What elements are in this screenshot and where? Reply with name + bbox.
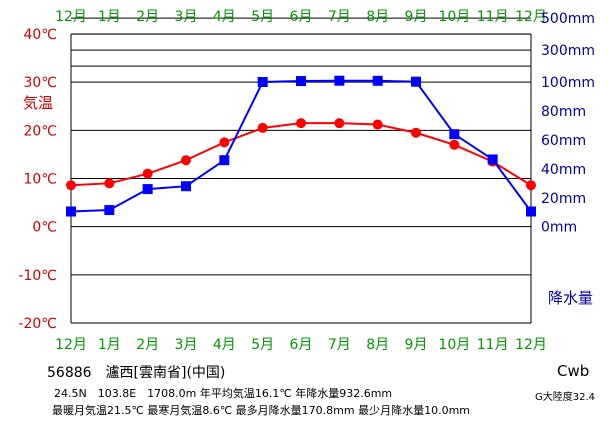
temperature-point <box>526 180 536 191</box>
continentality-index: G大陸度32.4 <box>535 392 596 403</box>
station-title: 56886 瀘西[雲南省](中国) <box>47 365 226 381</box>
month-label-bottom: 7月 <box>328 337 351 353</box>
month-label-bottom: 4月 <box>213 337 236 353</box>
precip-tick-label: 80mm <box>541 104 586 120</box>
temperature-point <box>296 118 306 129</box>
month-label-top: 7月 <box>328 9 351 25</box>
temperature-point <box>257 122 268 133</box>
temp-tick-label: 10℃ <box>23 172 57 188</box>
precip-tick-label: 300mm <box>541 43 595 59</box>
precip-tick-label: 20mm <box>541 191 586 207</box>
climate-chart: 12月 1月 2月 3月 4月 5月 6月 7月 8月 9月 10月 11月 12月 12月 1月 2月 3月 4… <box>18 9 595 353</box>
precipitation-point <box>296 76 306 87</box>
temperature-point <box>449 139 460 150</box>
precipitation-point <box>66 206 76 217</box>
month-label-top: 8月 <box>366 9 389 25</box>
month-label-top: 12月 <box>515 9 547 25</box>
temperature-point <box>372 119 383 130</box>
month-label-top: 10月 <box>438 9 470 25</box>
precipitation-line <box>70 79 532 213</box>
month-label-bottom: 1月 <box>98 337 121 353</box>
temp-tick-label: 30℃ <box>23 75 57 91</box>
month-label-top: 2月 <box>136 9 159 25</box>
temperature-line <box>70 122 532 187</box>
precip-tick-label: 60mm <box>541 133 586 149</box>
month-label-bottom: 9月 <box>405 337 428 353</box>
precipitation-point <box>219 155 230 166</box>
temperature-point <box>66 180 76 191</box>
temperature-point <box>181 155 191 166</box>
month-label-top: 11月 <box>477 9 509 25</box>
month-label-bottom: 2月 <box>136 337 159 353</box>
month-label-bottom: 11月 <box>477 337 509 353</box>
precip-tick-label: 0mm <box>541 220 577 236</box>
temperature-point <box>104 178 115 189</box>
precipitation-point <box>181 181 191 192</box>
month-label-top: 5月 <box>251 9 274 25</box>
temp-tick-label: 20℃ <box>23 123 57 139</box>
temperature-point <box>334 118 345 129</box>
precipitation-point <box>104 205 115 216</box>
temperature-point <box>411 127 421 138</box>
month-label-bottom: 6月 <box>290 337 313 353</box>
temp-tick-label: 0℃ <box>32 220 57 236</box>
month-label-bottom: 3月 <box>175 337 198 353</box>
month-label-top: 9月 <box>405 9 428 25</box>
month-label-top: 1月 <box>98 9 121 25</box>
temp-axis-title: 気温 <box>23 94 53 112</box>
temp-tick-label: -10℃ <box>18 268 57 284</box>
precipitation-point <box>487 154 498 165</box>
precip-tick-label: 40mm <box>541 162 586 178</box>
precipitation-point <box>334 75 345 86</box>
precipitation-point <box>372 75 383 86</box>
month-label-top: 12月 <box>55 9 87 25</box>
precipitation-point <box>257 77 268 88</box>
temp-tick-label: -20℃ <box>18 316 57 332</box>
climate-classification: Cwb <box>557 362 590 380</box>
month-label-bottom: 12月 <box>55 337 87 353</box>
precip-axis-title: 降水量 <box>548 289 593 307</box>
month-label-bottom: 10月 <box>438 337 470 353</box>
month-label-top: 4月 <box>213 9 236 25</box>
month-label-bottom: 12月 <box>515 337 547 353</box>
temperature-point <box>142 168 153 179</box>
month-label-top: 3月 <box>175 9 198 25</box>
precip-tick-label: 100mm <box>541 75 595 91</box>
precipitation-point <box>142 184 153 195</box>
precipitation-point <box>526 206 536 217</box>
precipitation-point <box>449 129 460 140</box>
temp-tick-label: 40℃ <box>23 27 57 43</box>
station-summary-location: 24.5N 103.8E 1708.0m 年平均気温16.1℃ 年降水量932.… <box>54 387 393 400</box>
precip-tick-label: 500mm <box>541 11 595 27</box>
temperature-point <box>219 137 230 148</box>
month-label-bottom: 8月 <box>366 337 389 353</box>
precipitation-point <box>411 76 421 87</box>
month-label-bottom: 5月 <box>251 337 274 353</box>
month-label-top: 6月 <box>290 9 313 25</box>
station-summary-extremes: 最暖月気温21.5℃ 最寒月気温8.6℃ 最多月降水量170.8mm 最少月降水… <box>52 404 471 417</box>
